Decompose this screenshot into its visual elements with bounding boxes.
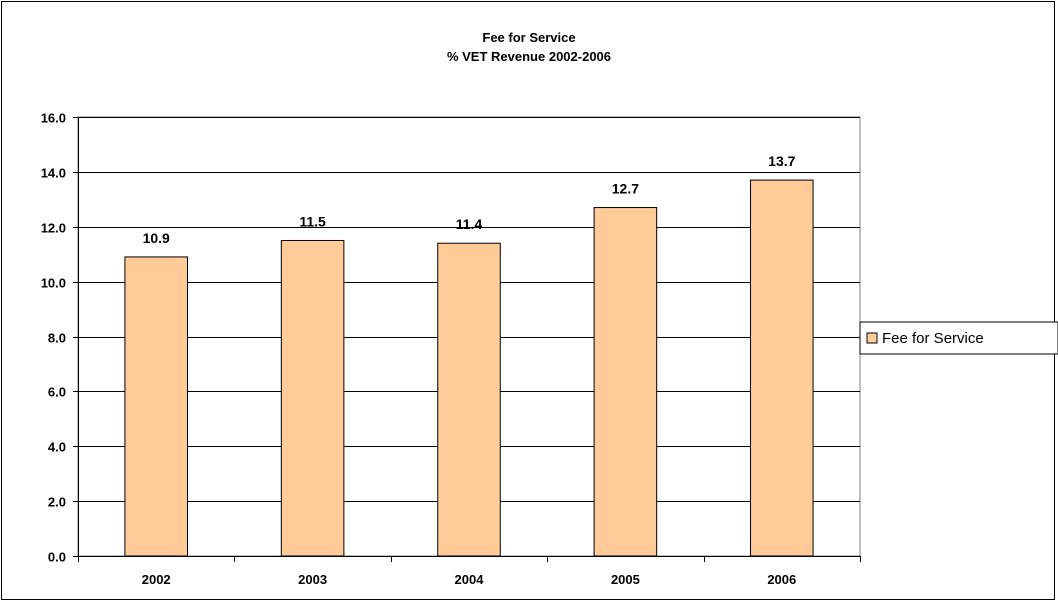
legend-swatch	[866, 332, 878, 344]
bar-2006	[750, 179, 814, 557]
y-tick-label: 16.0	[41, 111, 66, 126]
legend: Fee for Service	[859, 321, 1058, 355]
y-tick-label: 12.0	[41, 221, 66, 236]
x-tick-label-2004: 2004	[455, 572, 485, 587]
legend-label: Fee for Service	[882, 330, 984, 347]
y-tick-label: 4.0	[48, 440, 66, 455]
chart-title: Fee for Service	[482, 30, 575, 45]
y-tick-label: 8.0	[48, 331, 66, 346]
data-label-2004: 11.4	[456, 216, 483, 232]
chart-subtitle: % VET Revenue 2002-2006	[447, 49, 611, 64]
data-label-2003: 11.5	[299, 213, 326, 229]
legend-box	[859, 321, 1058, 355]
bar-2004	[437, 242, 501, 557]
x-tick-label-2005: 2005	[611, 572, 640, 587]
y-tick-label: 14.0	[41, 166, 66, 181]
x-tick-label-2002: 2002	[142, 572, 171, 587]
y-tick-label: 10.0	[41, 276, 66, 291]
y-tick-label: 6.0	[48, 385, 66, 400]
bar-2002	[124, 256, 188, 557]
data-label-2006: 13.7	[768, 153, 795, 169]
y-tick-label: 0.0	[48, 550, 66, 565]
bar-2005	[593, 207, 658, 557]
plot-area: 0.0 2.0 4.0 6.0 8.0 10.0 12.0 14.0 16.0 10.9 2002 1…	[41, 111, 861, 587]
bar-2003	[280, 239, 345, 557]
x-tick-label-2003: 2003	[298, 572, 327, 587]
data-label-2005: 12.7	[612, 181, 639, 197]
x-tick-label-2006: 2006	[767, 572, 796, 587]
y-tick-label: 2.0	[48, 495, 66, 510]
data-label-2002: 10.9	[143, 230, 170, 246]
